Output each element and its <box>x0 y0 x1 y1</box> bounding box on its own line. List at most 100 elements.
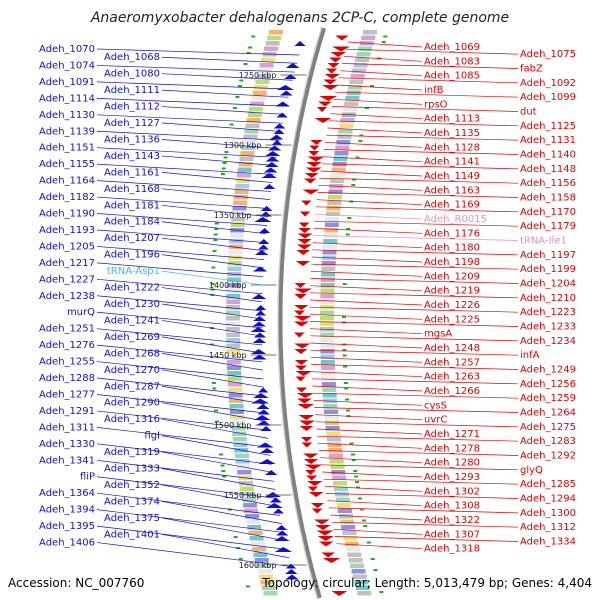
annotation-block <box>231 217 246 222</box>
gene-label-right: Adeh_1248 <box>424 343 480 354</box>
label-leader-left <box>96 509 284 533</box>
forward-gene-arrow <box>307 486 318 492</box>
label-leader-right <box>327 127 423 134</box>
label-leader-left <box>96 196 269 209</box>
label-leader-left <box>161 237 265 252</box>
gene-label-right: mgsA <box>424 329 452 340</box>
gene-label-right: Adeh_1128 <box>424 142 480 153</box>
label-leader-right <box>322 156 423 163</box>
annotation-block <box>228 244 243 249</box>
label-leader-right <box>312 249 519 256</box>
annotation-block <box>336 503 351 508</box>
annotation-block <box>254 85 268 90</box>
annotation-block <box>347 552 362 557</box>
gene-label-left: Adeh_1184 <box>104 217 160 228</box>
label-leader-right <box>311 364 519 370</box>
annotation-block <box>256 563 271 568</box>
gene-label-right: Adeh_1069 <box>424 42 480 53</box>
label-leader-left <box>96 525 288 550</box>
forward-gene-arrow <box>297 233 313 239</box>
label-leader-left <box>96 295 263 312</box>
annotation-block <box>320 316 334 321</box>
label-leader-left <box>96 98 287 107</box>
label-leader-left <box>161 204 269 218</box>
gene-label-right: dut <box>520 107 537 118</box>
gc-marker <box>351 453 355 456</box>
annotation-block <box>320 332 335 337</box>
annotation-block <box>329 453 343 458</box>
gc-marker <box>349 442 354 445</box>
gc-marker <box>223 156 228 159</box>
label-leader-right <box>313 392 519 399</box>
annotation-block <box>247 112 262 117</box>
gc-marker <box>347 217 352 219</box>
gene-label-left: Adeh_1155 <box>39 159 95 170</box>
gene-label-left: Adeh_1290 <box>104 398 160 409</box>
label-leader-right <box>310 270 423 277</box>
annotation-block <box>324 409 338 414</box>
label-leader-right <box>310 342 423 349</box>
forward-gene-arrow <box>330 52 346 57</box>
label-leader-right <box>315 421 519 428</box>
forward-gene-arrow <box>318 541 334 547</box>
label-leader-right <box>310 349 519 356</box>
reverse-gene-arrow <box>252 321 267 327</box>
annotation-block <box>321 272 336 277</box>
label-leader-right <box>324 485 423 492</box>
reverse-gene-arrow <box>274 547 293 552</box>
annotation-block <box>235 459 250 464</box>
label-leader-left <box>96 476 278 499</box>
reverse-gene-arrow <box>264 492 281 497</box>
label-leader-right <box>342 63 519 69</box>
forward-gene-arrow <box>299 420 316 426</box>
label-leader-left <box>96 130 280 141</box>
label-leader-right <box>320 457 423 464</box>
reverse-gene-arrow <box>276 112 288 118</box>
label-leader-left <box>96 459 275 482</box>
annotation-block <box>332 475 347 480</box>
annotation-block <box>238 162 253 167</box>
forward-gene-arrow <box>300 437 313 442</box>
label-leader-right <box>340 70 423 77</box>
annotation-block <box>348 558 363 563</box>
reverse-gene-arrow <box>257 409 271 415</box>
gene-label-right: Adeh_1149 <box>424 171 480 182</box>
gc-marker <box>362 519 367 522</box>
forward-gene-arrow <box>306 162 322 167</box>
label-leader-right <box>313 399 423 406</box>
gc-marker <box>221 167 226 170</box>
reverse-gene-arrow <box>252 266 268 272</box>
label-leader-left <box>161 369 264 388</box>
forward-gene-arrow <box>298 222 310 228</box>
annotation-block <box>341 525 356 530</box>
gene-label-left: Adeh_1394 <box>39 505 95 516</box>
gc-marker <box>232 107 237 109</box>
forward-gene-arrow <box>335 35 349 41</box>
gene-label-left: Adeh_1127 <box>104 118 160 129</box>
gc-marker <box>357 497 362 500</box>
gene-label-right: Adeh_1140 <box>520 150 576 161</box>
gene-label-left: Adeh_1395 <box>39 521 95 532</box>
gc-marker <box>210 283 215 285</box>
annotation-block <box>235 453 249 458</box>
annotation-block <box>349 79 364 84</box>
label-leader-right <box>311 256 423 263</box>
gene-label-left: Adeh_1070 <box>39 44 95 55</box>
annotation-block <box>252 90 267 95</box>
reverse-gene-arrow <box>269 134 284 140</box>
label-leader-left <box>161 106 285 115</box>
gene-label-right: Adeh_1334 <box>520 537 576 548</box>
gene-label-left: Adeh_1143 <box>104 151 160 162</box>
forward-gene-arrow <box>294 310 305 316</box>
label-leader-left <box>161 320 263 337</box>
forward-gene-arrow <box>294 294 307 299</box>
gene-label-right: Adeh_1210 <box>520 293 576 304</box>
reverse-gene-arrow <box>254 217 272 222</box>
annotation-block <box>342 530 357 535</box>
gene-label-right: Adeh_1085 <box>424 71 480 82</box>
annotation-block <box>226 349 241 354</box>
gene-label-left: Adeh_1182 <box>39 192 95 203</box>
gene-label-left: fliP <box>80 472 95 483</box>
gc-marker <box>213 239 218 241</box>
annotation-block <box>342 107 357 112</box>
